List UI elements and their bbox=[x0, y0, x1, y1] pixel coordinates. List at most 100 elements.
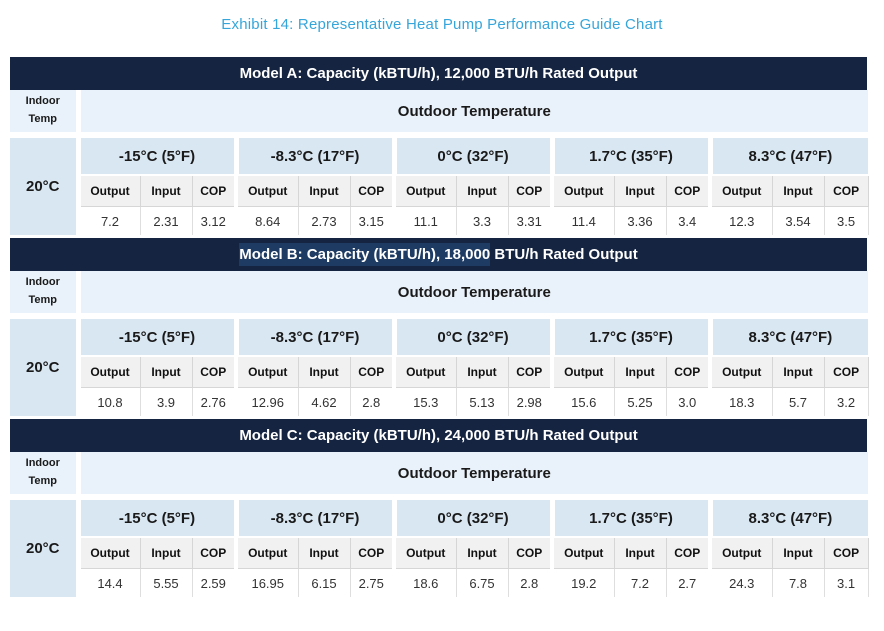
value-cell: 3.0 bbox=[665, 387, 711, 416]
metric-header-input: Input bbox=[139, 536, 193, 569]
metric-header-input: Input bbox=[613, 536, 667, 569]
value-cell: 12.3 bbox=[708, 206, 773, 235]
metric-header-output: Output bbox=[550, 355, 615, 388]
outdoor-temperature-header: Outdoor Temperature bbox=[78, 271, 869, 319]
document-page: Exhibit 14: Representative Heat Pump Per… bbox=[10, 16, 869, 597]
value-cell: 6.75 bbox=[455, 568, 509, 597]
metric-header-output: Output bbox=[76, 174, 141, 207]
outdoor-temp-column-header: 0°C (32°F) bbox=[391, 135, 552, 176]
value-cell: 2.73 bbox=[297, 206, 351, 235]
value-cell: 11.4 bbox=[550, 206, 615, 235]
value-cell: 14.4 bbox=[76, 568, 141, 597]
outdoor-temp-column-header: -15°C (5°F) bbox=[75, 497, 236, 538]
value-cell: 7.2 bbox=[613, 568, 667, 597]
metric-header-input: Input bbox=[613, 174, 667, 207]
outdoor-temp-column-header: 8.3°C (47°F) bbox=[707, 497, 869, 538]
value-cell: 5.7 bbox=[771, 387, 825, 416]
value-cell: 2.98 bbox=[507, 387, 553, 416]
outdoor-temperature-header: Outdoor Temperature bbox=[78, 90, 869, 138]
metric-header-output: Output bbox=[550, 536, 615, 569]
value-cell: 2.8 bbox=[507, 568, 553, 597]
value-cell: 5.55 bbox=[139, 568, 193, 597]
metric-header-input: Input bbox=[455, 355, 509, 388]
metric-header-output: Output bbox=[708, 536, 773, 569]
metric-header-output: Output bbox=[234, 174, 299, 207]
value-cell: 2.59 bbox=[191, 568, 237, 597]
outdoor-temp-column-header: 8.3°C (47°F) bbox=[707, 135, 869, 176]
value-cell: 2.7 bbox=[665, 568, 711, 597]
value-cell: 2.75 bbox=[349, 568, 395, 597]
metric-header-output: Output bbox=[708, 174, 773, 207]
metric-header-output: Output bbox=[76, 536, 141, 569]
model-b-header-band: Model B: Capacity (kBTU/h), 18,000 BTU/h… bbox=[10, 238, 867, 271]
value-cell: 24.3 bbox=[708, 568, 773, 597]
metric-header-output: Output bbox=[392, 536, 457, 569]
value-cell: 12.96 bbox=[234, 387, 299, 416]
indoor-temp-label: Indoor Temp bbox=[10, 271, 81, 319]
metric-header-cop: COP bbox=[507, 355, 553, 388]
metric-header-cop: COP bbox=[191, 355, 237, 388]
metric-header-output: Output bbox=[234, 355, 299, 388]
outdoor-temperature-header: Outdoor Temperature bbox=[78, 452, 869, 500]
value-cell: 3.36 bbox=[613, 206, 667, 235]
value-cell: 3.5 bbox=[823, 206, 869, 235]
metric-header-input: Input bbox=[771, 174, 825, 207]
metric-header-output: Output bbox=[76, 355, 141, 388]
outdoor-temp-column-header: -8.3°C (17°F) bbox=[233, 135, 394, 176]
model-b-header-highlighted-text: Model B: Capacity (kBTU/h), 18,000 bbox=[239, 243, 491, 266]
metric-header-cop: COP bbox=[349, 174, 395, 207]
metric-header-cop: COP bbox=[191, 536, 237, 569]
metric-header-output: Output bbox=[708, 355, 773, 388]
value-cell: 5.25 bbox=[613, 387, 667, 416]
value-cell: 7.2 bbox=[76, 206, 141, 235]
value-cell: 15.6 bbox=[550, 387, 615, 416]
value-cell: 6.15 bbox=[297, 568, 351, 597]
metric-header-cop: COP bbox=[507, 536, 553, 569]
metric-header-input: Input bbox=[771, 536, 825, 569]
value-cell: 3.3 bbox=[455, 206, 509, 235]
metric-header-input: Input bbox=[455, 536, 509, 569]
outdoor-temp-column-header: 1.7°C (35°F) bbox=[549, 316, 710, 357]
model-a-table: Indoor Temp Outdoor Temperature 20°C -15°C (… bbox=[10, 90, 869, 235]
model-a-header-text: Model A: Capacity (kBTU/h), 12,000 BTU/h… bbox=[239, 65, 638, 82]
outdoor-temp-column-header: -15°C (5°F) bbox=[75, 316, 236, 357]
value-cell: 3.15 bbox=[349, 206, 395, 235]
metric-header-input: Input bbox=[297, 355, 351, 388]
outdoor-temp-column-header: -8.3°C (17°F) bbox=[233, 316, 394, 357]
value-cell: 3.4 bbox=[665, 206, 711, 235]
metric-header-cop: COP bbox=[665, 174, 711, 207]
metric-header-output: Output bbox=[550, 174, 615, 207]
value-cell: 3.31 bbox=[507, 206, 553, 235]
model-c-section: Model C: Capacity (kBTU/h), 24,000 BTU/h… bbox=[10, 419, 869, 597]
value-cell: 3.12 bbox=[191, 206, 237, 235]
indoor-temp-label: Indoor Temp bbox=[10, 90, 81, 138]
metric-header-cop: COP bbox=[349, 355, 395, 388]
outdoor-temp-column-header: 1.7°C (35°F) bbox=[549, 135, 710, 176]
value-cell: 2.76 bbox=[191, 387, 237, 416]
model-c-header-text: Model C: Capacity (kBTU/h), 24,000 BTU/h… bbox=[239, 427, 638, 444]
metric-header-output: Output bbox=[392, 355, 457, 388]
value-cell: 2.8 bbox=[349, 387, 395, 416]
metric-header-cop: COP bbox=[665, 355, 711, 388]
exhibit-tables: Model A: Capacity (kBTU/h), 12,000 BTU/h… bbox=[10, 57, 869, 597]
value-cell: 3.54 bbox=[771, 206, 825, 235]
model-a-header-band: Model A: Capacity (kBTU/h), 12,000 BTU/h… bbox=[10, 57, 867, 90]
value-cell: 3.1 bbox=[823, 568, 869, 597]
model-c-header-band: Model C: Capacity (kBTU/h), 24,000 BTU/h… bbox=[10, 419, 867, 452]
metric-header-output: Output bbox=[392, 174, 457, 207]
outdoor-temp-column-header: -15°C (5°F) bbox=[75, 135, 236, 176]
model-b-table: Indoor Temp Outdoor Temperature 20°C -15°C (… bbox=[10, 271, 869, 416]
value-cell: 7.8 bbox=[771, 568, 825, 597]
value-cell: 3.9 bbox=[139, 387, 193, 416]
model-b-header-text: BTU/h Rated Output bbox=[490, 246, 638, 263]
value-cell: 3.2 bbox=[823, 387, 869, 416]
outdoor-temp-column-header: 8.3°C (47°F) bbox=[707, 316, 869, 357]
model-c-table: Indoor Temp Outdoor Temperature 20°C -15°C (… bbox=[10, 452, 869, 597]
value-cell: 18.3 bbox=[708, 387, 773, 416]
value-cell: 18.6 bbox=[392, 568, 457, 597]
value-cell: 15.3 bbox=[392, 387, 457, 416]
value-cell: 11.1 bbox=[392, 206, 457, 235]
metric-header-cop: COP bbox=[349, 536, 395, 569]
model-a-section: Model A: Capacity (kBTU/h), 12,000 BTU/h… bbox=[10, 57, 869, 235]
metric-header-cop: COP bbox=[823, 355, 869, 388]
